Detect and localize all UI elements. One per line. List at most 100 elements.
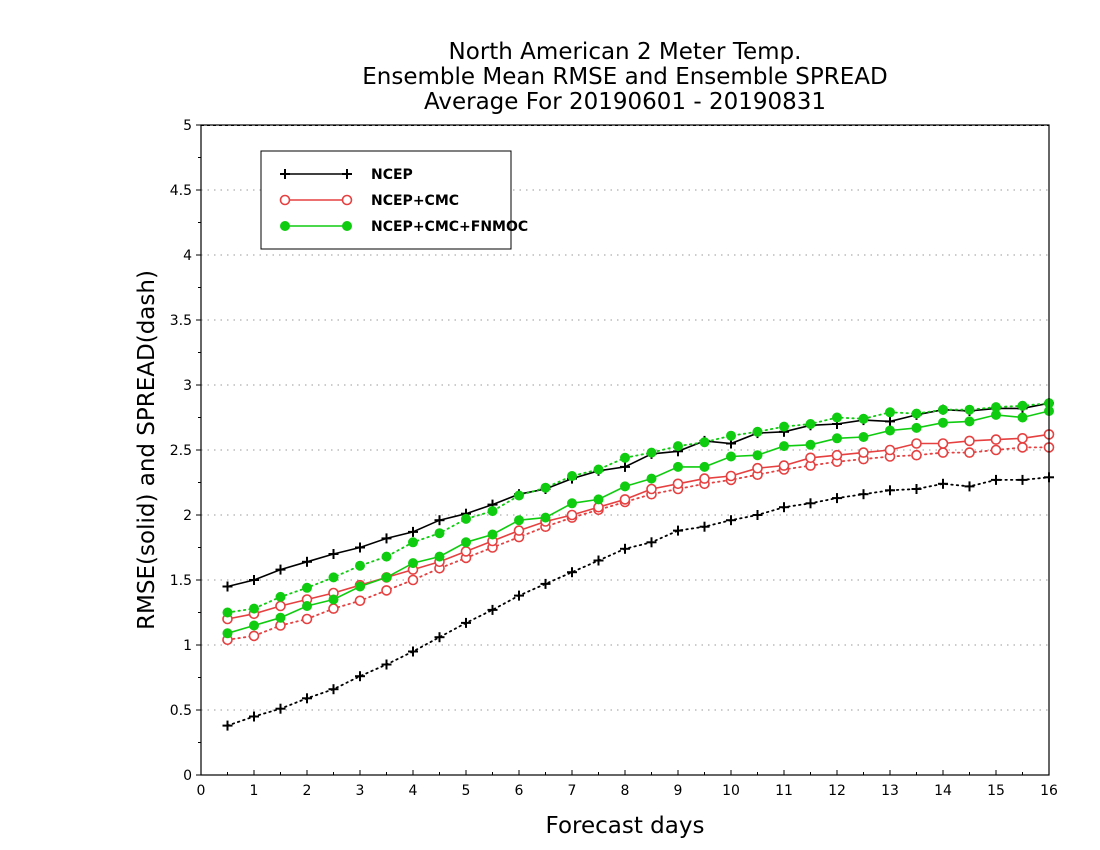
ncep-cmc-fnmoc-rmse-series	[222, 406, 1054, 639]
y-tick-label: 3	[183, 378, 192, 394]
ncep-cmc-fnmoc-spread-point	[699, 437, 710, 448]
legend-marker	[341, 194, 353, 206]
ncep-cmc-fnmoc-spread-point	[461, 513, 471, 524]
ncep-cmc-fnmoc-spread-point	[381, 551, 392, 562]
ncep-cmc-fnmoc-spread-point	[911, 408, 922, 419]
legend-item-ncep-cmc: NCEP+CMC	[279, 193, 459, 209]
ncep-cmc-rmse-point	[646, 483, 657, 495]
ncep-spread-point	[620, 543, 630, 554]
ncep-spread-point	[540, 578, 551, 589]
ncep-cmc-fnmoc-spread-point	[540, 482, 551, 493]
ncep-cmc-rmse-point	[831, 449, 843, 461]
ncep-cmc-fnmoc-spread-line	[226, 402, 1050, 614]
ncep-spread-point	[249, 711, 259, 722]
ncep-spread-point	[938, 478, 948, 489]
ncep-cmc-rmse-point	[805, 452, 816, 464]
ncep-cmc-fnmoc-rmse-point	[779, 441, 789, 452]
ncep-spread-point	[726, 515, 736, 526]
ncep-cmc-fnmoc-rmse-point	[885, 425, 895, 436]
ncep-rmse-point	[885, 416, 895, 427]
ncep-rmse-point	[434, 515, 445, 526]
ncep-spread-point	[779, 502, 789, 513]
ncep-cmc-fnmoc-spread-point	[964, 404, 975, 415]
ncep-cmc-fnmoc-rmse-point	[991, 409, 1001, 420]
x-tick-label: 9	[674, 783, 683, 799]
ncep-cmc-rmse-point	[937, 438, 949, 449]
ncep-cmc-rmse-point	[275, 600, 286, 612]
y-tick-labels: 0 0.5 1 1.5 2 2.5 3 3.5 4 4.5 5	[170, 118, 192, 784]
ncep-spread-point	[805, 498, 816, 509]
ncep-spread-point	[275, 703, 286, 714]
x-tick-label: 0	[197, 783, 206, 799]
ncep-cmc-fnmoc-rmse-point	[1017, 412, 1028, 423]
ncep-cmc-fnmoc-spread-point	[249, 603, 259, 614]
title-line-1: North American 2 Meter Temp.	[449, 39, 802, 65]
ncep-spread-point	[964, 481, 975, 492]
y-tick-label: 0.5	[170, 703, 192, 719]
ncep-cmc-fnmoc-spread-point	[434, 528, 445, 539]
ncep-rmse-point	[355, 542, 365, 553]
grid-lines	[201, 125, 1049, 711]
ncep-spread-point	[487, 604, 498, 615]
x-tick-label: 13	[881, 783, 899, 799]
x-tick-label: 1	[250, 783, 259, 799]
ncep-cmc-fnmoc-rmse-point	[673, 461, 683, 472]
ncep-spread-point	[646, 537, 657, 548]
legend-marker	[342, 169, 352, 179]
ncep-spread-point	[222, 720, 233, 731]
legend-marker	[280, 221, 290, 231]
legend: NCEP NCEP+CMC NCEP+CMC+FNMOC	[260, 150, 528, 250]
ncep-cmc-fnmoc-spread-point	[514, 490, 524, 501]
ncep-cmc-rmse-point	[699, 473, 710, 484]
ncep-spread-point	[991, 474, 1001, 485]
ncep-spread-point	[567, 567, 577, 578]
ncep-spread-point	[514, 590, 524, 601]
ncep-rmse-point	[620, 461, 630, 472]
x-tick-label: 5	[462, 783, 471, 799]
ncep-cmc-fnmoc-rmse-point	[593, 494, 604, 505]
ncep-cmc-fnmoc-rmse-point	[620, 481, 630, 492]
ncep-rmse-line	[227, 402, 1050, 588]
ncep-rmse-point	[302, 556, 312, 567]
ncep-cmc-fnmoc-rmse-point	[911, 422, 922, 433]
ncep-spread-point	[328, 684, 339, 695]
ncep-cmc-rmse-point	[566, 509, 578, 521]
x-tick-label: 7	[568, 783, 577, 799]
ncep-cmc-fnmoc-spread-point	[567, 471, 577, 481]
x-tick-label: 8	[621, 783, 630, 799]
title-line-3: Average For 20190601 - 20190831	[424, 89, 826, 115]
x-tick-label: 6	[515, 783, 524, 799]
y-axis-label: RMSE(solid) and SPREAD(dash)	[134, 270, 160, 630]
x-tick-label: 4	[409, 783, 418, 799]
ncep-cmc-fnmoc-rmse-point	[805, 439, 816, 450]
ncep-spread-point	[408, 646, 418, 657]
y-tick-label: 1	[183, 638, 192, 654]
ncep-rmse-point	[275, 564, 286, 575]
chart-title: North American 2 Meter Temp.Ensemble Mea…	[362, 39, 887, 115]
ncep-spread-point	[302, 693, 312, 704]
x-tick-labels: 0 1 2 3 4 5 6 7 8 9 10 11 12 13 14 15 16	[197, 783, 1058, 799]
ncep-cmc-fnmoc-rmse-point	[540, 512, 551, 523]
ncep-cmc-fnmoc-spread-point	[673, 441, 683, 452]
title-line-2: Ensemble Mean RMSE and Ensemble SPREAD	[362, 64, 887, 90]
ncep-cmc-fnmoc-spread-point	[805, 419, 816, 429]
ncep-spread-point	[434, 632, 445, 643]
ncep-cmc-fnmoc-rmse-point	[487, 529, 498, 540]
x-tick-label: 2	[303, 783, 312, 799]
legend-label: NCEP+CMC	[371, 193, 459, 209]
legend-item-ncep-cmc-fnmoc: NCEP+CMC+FNMOC	[280, 219, 528, 235]
legend-marker	[279, 194, 291, 206]
x-tick-label: 3	[356, 783, 365, 799]
ncep-rmse-point	[222, 581, 233, 592]
ncep-cmc-rmse-point	[858, 447, 869, 458]
ncep-cmc-fnmoc-spread-point	[779, 421, 789, 432]
x-tick-label: 10	[722, 783, 740, 799]
ncep-spread-point	[911, 484, 922, 494]
legend-marker	[280, 169, 290, 179]
ncep-rmse-point	[381, 533, 392, 544]
ncep-cmc-rmse-point	[672, 478, 684, 490]
ncep-cmc-fnmoc-rmse-point	[726, 451, 736, 462]
legend-marker	[342, 221, 352, 231]
ncep-cmc-rmse-point	[964, 435, 975, 447]
